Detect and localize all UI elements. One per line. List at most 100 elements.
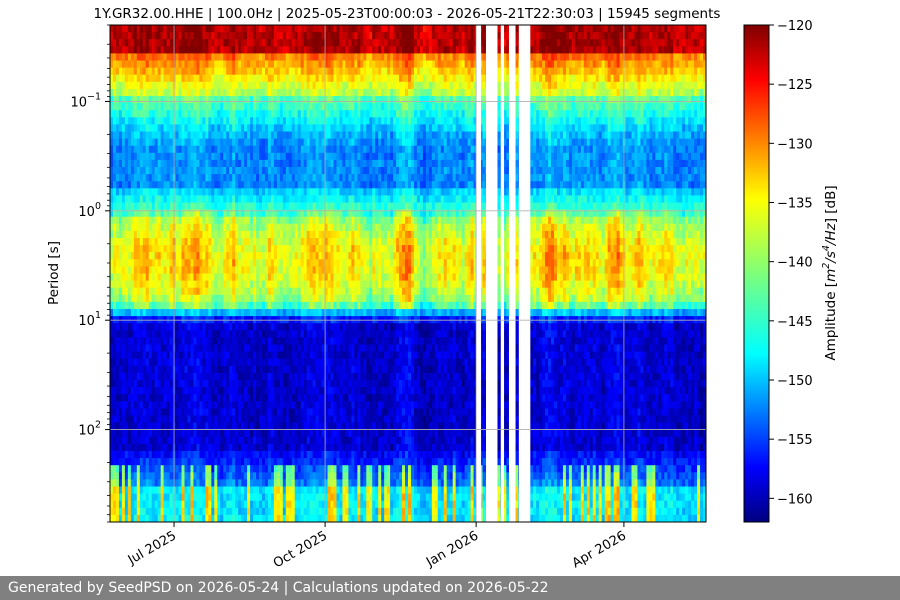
heatmap-cell bbox=[163, 422, 168, 431]
heatmap-cell bbox=[166, 358, 171, 367]
heatmap-cell bbox=[187, 32, 192, 40]
heatmap-cell bbox=[226, 344, 230, 353]
heatmap-cell bbox=[145, 458, 150, 466]
heatmap-cell bbox=[115, 280, 120, 289]
heatmap-cell bbox=[199, 181, 203, 189]
heatmap-cell bbox=[139, 266, 144, 275]
heatmap-cell bbox=[163, 39, 168, 47]
heatmap-cell bbox=[118, 117, 123, 125]
heatmap-cell bbox=[127, 145, 132, 154]
heatmap-cell bbox=[223, 223, 227, 232]
heatmap-cell bbox=[157, 380, 162, 388]
heatmap-cell bbox=[223, 394, 227, 402]
heatmap-cell bbox=[205, 96, 209, 104]
heatmap-cell bbox=[115, 195, 120, 204]
heatmap-cell bbox=[118, 422, 123, 431]
heatmap-cell bbox=[154, 408, 159, 417]
heatmap-cell bbox=[196, 25, 200, 33]
heatmap-cell bbox=[178, 294, 183, 303]
heatmap-cell bbox=[226, 223, 230, 232]
heatmap-cell bbox=[130, 500, 135, 509]
heatmap-cell bbox=[145, 124, 150, 133]
heatmap-cell bbox=[226, 380, 230, 388]
heatmap-cell bbox=[202, 103, 206, 111]
heatmap-cell bbox=[196, 245, 200, 253]
heatmap-cell bbox=[223, 351, 227, 360]
heatmap-cell bbox=[121, 465, 126, 473]
heatmap-cell bbox=[166, 53, 171, 62]
heatmap-cell bbox=[142, 451, 147, 459]
heatmap-cell bbox=[154, 159, 159, 168]
heatmap-cell bbox=[196, 465, 200, 473]
heatmap-cell bbox=[193, 88, 198, 97]
heatmap-cell bbox=[220, 330, 224, 338]
heatmap-cell bbox=[178, 287, 183, 296]
heatmap-cell bbox=[193, 202, 198, 211]
heatmap-cell bbox=[214, 436, 218, 445]
heatmap-cell bbox=[136, 401, 141, 409]
heatmap-cell bbox=[217, 429, 221, 438]
heatmap-cell bbox=[121, 145, 126, 154]
heatmap-cell bbox=[124, 39, 129, 47]
heatmap-cell bbox=[223, 479, 227, 488]
heatmap-cell bbox=[196, 131, 200, 140]
heatmap-cell bbox=[199, 372, 203, 381]
heatmap-cell bbox=[112, 472, 117, 480]
heatmap-cell bbox=[130, 351, 135, 360]
heatmap-cell bbox=[136, 103, 141, 111]
heatmap-cell bbox=[133, 436, 138, 445]
heatmap-cell bbox=[220, 174, 224, 182]
heatmap-cell bbox=[208, 117, 212, 125]
heatmap-cell bbox=[175, 443, 180, 452]
heatmap-cell bbox=[178, 96, 183, 104]
heatmap-cell bbox=[208, 159, 212, 168]
heatmap-cell bbox=[154, 422, 159, 431]
heatmap-cell bbox=[193, 365, 198, 374]
heatmap-cell bbox=[175, 67, 180, 76]
heatmap-cell bbox=[163, 358, 168, 367]
heatmap-cell bbox=[226, 124, 230, 133]
heatmap-cell bbox=[142, 188, 147, 196]
heatmap-cell bbox=[115, 67, 120, 76]
heatmap-cell bbox=[220, 103, 224, 111]
heatmap-cell bbox=[118, 500, 123, 509]
heatmap-cell bbox=[139, 372, 144, 381]
heatmap-cell bbox=[226, 39, 230, 47]
heatmap-cell bbox=[208, 174, 212, 182]
heatmap-cell bbox=[112, 252, 117, 260]
heatmap-cell bbox=[169, 451, 174, 459]
heatmap-cell bbox=[157, 415, 162, 424]
heatmap-cell bbox=[157, 124, 162, 133]
heatmap-cell bbox=[226, 230, 230, 239]
heatmap-cell bbox=[205, 88, 209, 97]
heatmap-cell bbox=[190, 53, 195, 62]
heatmap-cell bbox=[110, 195, 114, 204]
heatmap-cell bbox=[133, 394, 138, 402]
heatmap-cell bbox=[148, 238, 153, 246]
heatmap-cell bbox=[220, 486, 224, 495]
heatmap-cell bbox=[175, 323, 180, 331]
heatmap-cell bbox=[121, 131, 126, 140]
heatmap-cell bbox=[181, 223, 186, 232]
heatmap-cell bbox=[175, 181, 180, 189]
heatmap-cell bbox=[190, 344, 195, 353]
heatmap-cell bbox=[199, 344, 203, 353]
heatmap-cell bbox=[142, 88, 147, 97]
heatmap-cell bbox=[217, 422, 221, 431]
heatmap-cell bbox=[193, 96, 198, 104]
heatmap-cell bbox=[148, 465, 153, 473]
heatmap-cell bbox=[217, 152, 221, 161]
heatmap-cell bbox=[157, 117, 162, 125]
heatmap-cell bbox=[121, 294, 126, 303]
heatmap-cell bbox=[133, 96, 138, 104]
heatmap-cell bbox=[226, 152, 230, 161]
heatmap-cell bbox=[178, 337, 183, 346]
heatmap-cell bbox=[112, 124, 117, 133]
heatmap-cell bbox=[190, 280, 195, 289]
heatmap-cell bbox=[208, 351, 212, 360]
heatmap-cell bbox=[181, 245, 186, 253]
heatmap-cell bbox=[115, 53, 120, 62]
heatmap-cell bbox=[154, 337, 159, 346]
heatmap-cell bbox=[181, 294, 186, 303]
heatmap-cell bbox=[130, 103, 135, 111]
